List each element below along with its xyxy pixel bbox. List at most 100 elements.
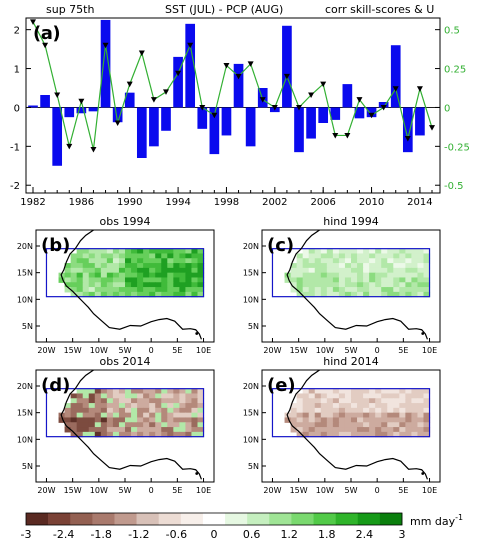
precip-cell <box>137 267 144 274</box>
precip-cell <box>302 263 310 269</box>
precip-cell <box>125 291 132 298</box>
precip-cell <box>197 403 205 409</box>
panel-tag-d: (d) <box>41 375 70 396</box>
precip-cell <box>143 403 150 409</box>
precip-cell <box>149 267 156 274</box>
precip-cell <box>143 253 150 259</box>
precip-cell <box>58 277 66 283</box>
x-tick-label: 2010 <box>359 197 384 205</box>
precip-cell <box>308 407 316 414</box>
precip-cell <box>320 431 328 438</box>
precip-cell <box>393 407 400 414</box>
precip-cell <box>106 403 114 409</box>
precip-cell <box>411 388 419 395</box>
precip-cell <box>197 422 205 428</box>
precip-cell <box>155 388 162 395</box>
precip-cell <box>332 431 340 438</box>
precip-cell <box>423 272 431 279</box>
precip-cell <box>417 427 425 433</box>
precip-cell <box>155 282 162 288</box>
precip-cell <box>393 412 400 419</box>
precip-cell <box>191 263 199 269</box>
precip-cell <box>88 393 96 399</box>
precip-cell <box>314 287 322 293</box>
precip-cell <box>94 258 102 264</box>
precip-cell <box>411 267 419 274</box>
precip-cell <box>197 407 205 414</box>
lon-label: 20W <box>37 346 55 355</box>
precip-cell <box>58 417 66 423</box>
precip-cell <box>405 282 413 288</box>
precip-cell <box>351 431 358 438</box>
precip-cell <box>411 248 419 255</box>
precip-cell <box>326 403 334 409</box>
colorbar-label: -3 <box>21 528 32 541</box>
precip-cell <box>118 282 126 288</box>
precip-cell <box>411 417 419 423</box>
colorbar-swatch <box>114 513 137 525</box>
precip-cell <box>197 291 205 298</box>
precip-cell <box>70 393 78 399</box>
precip-cell <box>197 393 205 399</box>
colorbar-frame <box>25 512 403 526</box>
skill-marker <box>90 146 97 153</box>
precip-cell <box>338 267 346 274</box>
precip-field <box>284 248 431 298</box>
island-bioko <box>421 472 425 475</box>
precip-cell <box>332 407 340 414</box>
precip-cell <box>381 388 388 395</box>
precip-cell <box>167 388 174 395</box>
precip-cell <box>375 407 382 414</box>
precip-cell <box>320 258 328 264</box>
precip-cell <box>185 263 193 269</box>
precip-cell <box>302 287 310 293</box>
precip-cell <box>332 398 340 404</box>
precip-cell <box>197 253 205 259</box>
precip-cell <box>137 393 144 399</box>
precip-cell <box>290 412 298 419</box>
precip-cell <box>369 253 376 259</box>
panel-tag-a: (a) <box>33 23 61 44</box>
precip-cell <box>125 248 132 255</box>
precip-cell <box>112 248 120 255</box>
precip-cell <box>357 393 364 399</box>
precip-field <box>58 388 205 438</box>
x-tick-label: 1998 <box>214 197 239 205</box>
precip-cell <box>320 427 328 433</box>
precip-cell <box>296 403 304 409</box>
precip-cell <box>332 291 340 298</box>
precip-cell <box>118 263 126 269</box>
precip-cell <box>357 388 364 395</box>
precip-cell <box>149 407 156 414</box>
skill-marker <box>199 104 206 111</box>
precip-cell <box>393 417 400 423</box>
precip-cell <box>185 291 193 298</box>
precip-cell <box>423 258 431 264</box>
precip-cell <box>118 407 126 414</box>
precip-cell <box>369 258 376 264</box>
lon-label: 15W <box>290 486 308 495</box>
lon-label: 20W <box>37 486 55 495</box>
precip-cell <box>381 417 388 423</box>
map-title: hind 2014 <box>323 355 378 368</box>
precip-cell <box>320 277 328 283</box>
precip-cell <box>399 412 406 419</box>
precip-cell <box>149 403 156 409</box>
lon-label: 5W <box>119 346 132 355</box>
precip-cell <box>185 431 193 438</box>
precip-cell <box>405 287 413 293</box>
precip-cell <box>369 398 376 404</box>
precip-cell <box>100 277 108 283</box>
precip-cell <box>64 272 72 279</box>
precip-cell <box>314 267 322 274</box>
precip-cell <box>70 287 78 293</box>
precip-cell <box>326 263 334 269</box>
precip-cell <box>88 403 96 409</box>
skill-marker <box>66 143 73 150</box>
precip-cell <box>125 267 132 274</box>
precip-cell <box>88 253 96 259</box>
lon-label: 0 <box>149 346 154 355</box>
precip-cell <box>112 287 120 293</box>
precip-cell <box>302 412 310 419</box>
